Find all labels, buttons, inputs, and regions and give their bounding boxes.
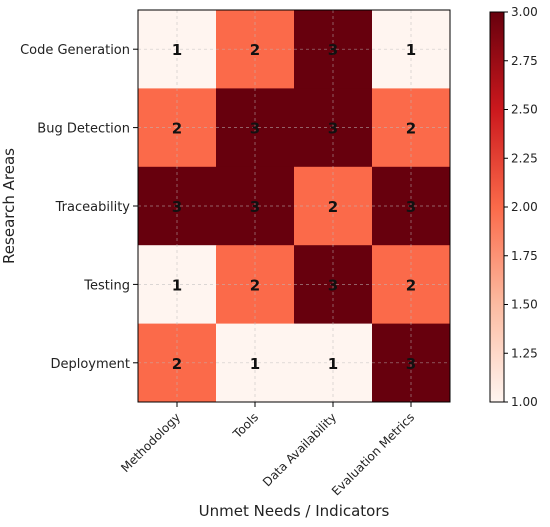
cell-value-label: 2 <box>250 41 260 59</box>
colorbar <box>489 11 505 403</box>
colorbar-tick-label: 2.00 <box>511 200 538 214</box>
colorbar-ticks: 1.00 1.25 1.50 1.75 2.00 2.25 2.50 2.75 3.00 <box>504 5 538 409</box>
cell-value-label: 2 <box>406 120 416 138</box>
y-axis-label: Research Areas <box>0 148 18 264</box>
cell-value-label: 3 <box>328 276 338 294</box>
grid-lines <box>138 10 450 402</box>
x-tick-label: Evaluation Metrics <box>329 410 417 498</box>
colorbar-tick-label: 1.50 <box>511 298 538 312</box>
colorbar-tick-label: 3.00 <box>511 5 538 19</box>
cell-value-label: 2 <box>406 276 416 294</box>
y-tick-label: Code Generation <box>20 43 130 58</box>
cell-value-labels: 1 2 3 1 2 3 3 2 3 3 2 3 1 2 3 2 2 1 1 3 <box>172 41 416 373</box>
cell-value-label: 3 <box>328 41 338 59</box>
cell-value-label: 1 <box>172 41 182 59</box>
colorbar-tick-label: 1.00 <box>511 395 538 409</box>
cell-value-label: 3 <box>328 120 338 138</box>
cell-value-label: 3 <box>406 198 416 216</box>
colorbar-tick-label: 1.25 <box>511 346 538 360</box>
cell-value-label: 3 <box>172 198 182 216</box>
cell-value-label: 2 <box>172 120 182 138</box>
x-axis-label: Unmet Needs / Indicators <box>199 502 390 520</box>
y-tick-label: Deployment <box>50 357 130 372</box>
cell-value-label: 3 <box>406 355 416 373</box>
colorbar-tick-label: 1.75 <box>511 249 538 263</box>
cell-value-label: 2 <box>172 355 182 373</box>
y-axis-ticks: Code Generation Bug Detection Traceability… <box>20 43 138 372</box>
cell-value-label: 1 <box>250 355 260 373</box>
cell-value-label: 2 <box>328 198 338 216</box>
x-tick-label: Methodology <box>118 410 183 475</box>
cell-value-label: 3 <box>250 198 260 216</box>
x-tick-label: Tools <box>230 410 262 442</box>
colorbar-tick-label: 2.25 <box>511 151 538 165</box>
cell-value-label: 1 <box>328 355 338 373</box>
y-tick-label: Testing <box>83 278 130 293</box>
colorbar-tick-label: 2.50 <box>511 103 538 117</box>
cell-value-label: 1 <box>406 41 416 59</box>
x-tick-label: Data Availability <box>260 410 339 489</box>
y-tick-label: Bug Detection <box>37 122 130 137</box>
cell-value-label: 1 <box>172 276 182 294</box>
cell-value-label: 2 <box>250 276 260 294</box>
cell-value-label: 3 <box>250 120 260 138</box>
y-tick-label: Traceability <box>55 200 131 215</box>
colorbar-tick-label: 2.75 <box>511 54 538 68</box>
